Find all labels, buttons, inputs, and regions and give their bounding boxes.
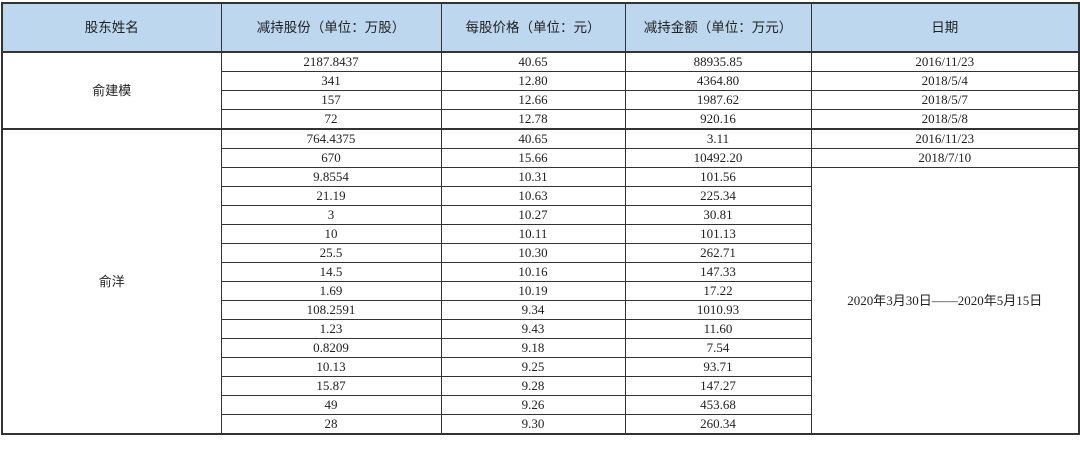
- shares-cell: 21.19: [220, 186, 442, 206]
- header-shares: 减持股份（单位：万股）: [220, 2, 442, 53]
- amount-cell: 4364.80: [624, 71, 812, 91]
- amount-cell: 920.16: [624, 109, 812, 130]
- amount-cell: 10492.20: [624, 148, 812, 168]
- shares-cell: 108.2591: [220, 300, 442, 320]
- amount-cell: 260.34: [624, 414, 812, 435]
- shares-cell: 9.8554: [220, 167, 442, 187]
- table-row: 670 15.66 10492.20 2018/7/10: [2, 148, 1080, 168]
- header-date: 日期: [810, 2, 1080, 53]
- date-cell: 2016/11/23: [810, 51, 1080, 72]
- header-amount: 减持金额（单位：万元）: [624, 2, 812, 53]
- price-cell: 12.66: [440, 90, 626, 110]
- header-row: 股东姓名 减持股份（单位：万股） 每股价格（单位：元） 减持金额（单位：万元） …: [1, 2, 1080, 53]
- price-cell: 12.80: [440, 71, 626, 91]
- amount-cell: 101.56: [624, 167, 812, 187]
- shares-cell: 157: [220, 90, 442, 110]
- amount-cell: 147.33: [624, 262, 812, 282]
- shares-cell: 1.69: [220, 281, 442, 301]
- price-cell: 12.78: [440, 109, 626, 130]
- price-cell: 10.63: [440, 186, 626, 206]
- shares-cell: 14.5: [220, 262, 442, 282]
- table-row: 157 12.66 1987.62 2018/5/7: [2, 90, 1080, 110]
- date-cell: 2018/7/10: [810, 148, 1080, 168]
- shares-cell: 1.23: [220, 319, 442, 339]
- price-cell: 9.43: [440, 319, 626, 339]
- shares-cell: 10: [220, 224, 442, 244]
- shares-cell: 28: [220, 414, 442, 435]
- table-row: 49 9.26 453.68: [2, 395, 1079, 415]
- table-row: 21.19 10.63 225.34: [2, 186, 1079, 206]
- price-cell: 40.65: [440, 51, 626, 72]
- date-cell: 2016/11/23: [810, 128, 1080, 149]
- shares-cell: 341: [220, 71, 442, 91]
- price-cell: 10.27: [440, 205, 626, 225]
- shares-cell: 2187.8437: [220, 51, 442, 72]
- amount-cell: 7.54: [624, 338, 812, 358]
- table-row: 1.23 9.43 11.60: [2, 319, 1079, 339]
- table-row: 俞洋 764.4375 40.65 3.11 2016/11/23: [1, 128, 1080, 435]
- price-cell: 10.16: [440, 262, 626, 282]
- price-cell: 9.30: [440, 414, 626, 435]
- price-cell: 10.30: [440, 243, 626, 263]
- table-row: 28 9.30 260.34: [2, 414, 1079, 435]
- shares-cell: 72: [220, 109, 442, 130]
- price-cell: 10.31: [440, 167, 626, 187]
- amount-cell: 1010.93: [624, 300, 812, 320]
- price-cell: 9.18: [440, 338, 626, 358]
- table-row: 俞建模 2187.8437 40.65 88935.85 2016/11/23: [1, 51, 1080, 130]
- amount-cell: 1987.62: [624, 90, 812, 110]
- date-cell: 2018/5/8: [810, 109, 1080, 130]
- price-cell: 40.65: [440, 128, 626, 149]
- header-shareholder: 股东姓名: [1, 2, 222, 53]
- shares-cell: 25.5: [220, 243, 442, 263]
- shareholder-name: 俞建模: [1, 51, 222, 130]
- amount-cell: 11.60: [624, 319, 812, 339]
- amount-cell: 3.11: [624, 128, 812, 149]
- amount-cell: 147.27: [624, 376, 812, 396]
- amount-cell: 101.13: [624, 224, 812, 244]
- table-row: 1.69 10.19 17.22: [2, 281, 1079, 301]
- amount-cell: 30.81: [624, 205, 812, 225]
- merged-date-cell: 2020年3月30日——2020年5月15日: [810, 167, 1080, 435]
- shares-cell: 49: [220, 395, 442, 415]
- price-cell: 9.26: [440, 395, 626, 415]
- date-cell: 2018/5/7: [810, 90, 1080, 110]
- amount-cell: 93.71: [624, 357, 812, 377]
- price-cell: 10.11: [440, 224, 626, 244]
- header-price: 每股价格（单位：元）: [440, 2, 626, 53]
- share-reduction-table: 股东姓名 减持股份（单位：万股） 每股价格（单位：元） 减持金额（单位：万元） …: [1, 2, 1080, 435]
- amount-cell: 88935.85: [624, 51, 812, 72]
- amount-cell: 262.71: [624, 243, 812, 263]
- shares-cell: 15.87: [220, 376, 442, 396]
- shareholder-name: 俞洋: [1, 128, 222, 435]
- shares-cell: 3: [220, 205, 442, 225]
- table-row: 9.8554 10.31 101.56 2020年3月30日——2020年5月15日: [2, 167, 1080, 435]
- amount-cell: 453.68: [624, 395, 812, 415]
- price-cell: 9.28: [440, 376, 626, 396]
- shares-cell: 764.4375: [220, 128, 442, 149]
- shares-cell: 10.13: [220, 357, 442, 377]
- table-row: 10.13 9.25 93.71: [2, 357, 1079, 377]
- shares-cell: 0.8209: [220, 338, 442, 358]
- price-cell: 10.19: [440, 281, 626, 301]
- price-cell: 9.25: [440, 357, 626, 377]
- price-cell: 9.34: [440, 300, 626, 320]
- price-cell: 15.66: [440, 148, 626, 168]
- table-row: 72 12.78 920.16 2018/5/8: [2, 109, 1080, 130]
- table-row: 14.5 10.16 147.33: [2, 262, 1079, 282]
- amount-cell: 17.22: [624, 281, 812, 301]
- shares-cell: 670: [220, 148, 442, 168]
- amount-cell: 225.34: [624, 186, 812, 206]
- date-cell: 2018/5/4: [810, 71, 1080, 91]
